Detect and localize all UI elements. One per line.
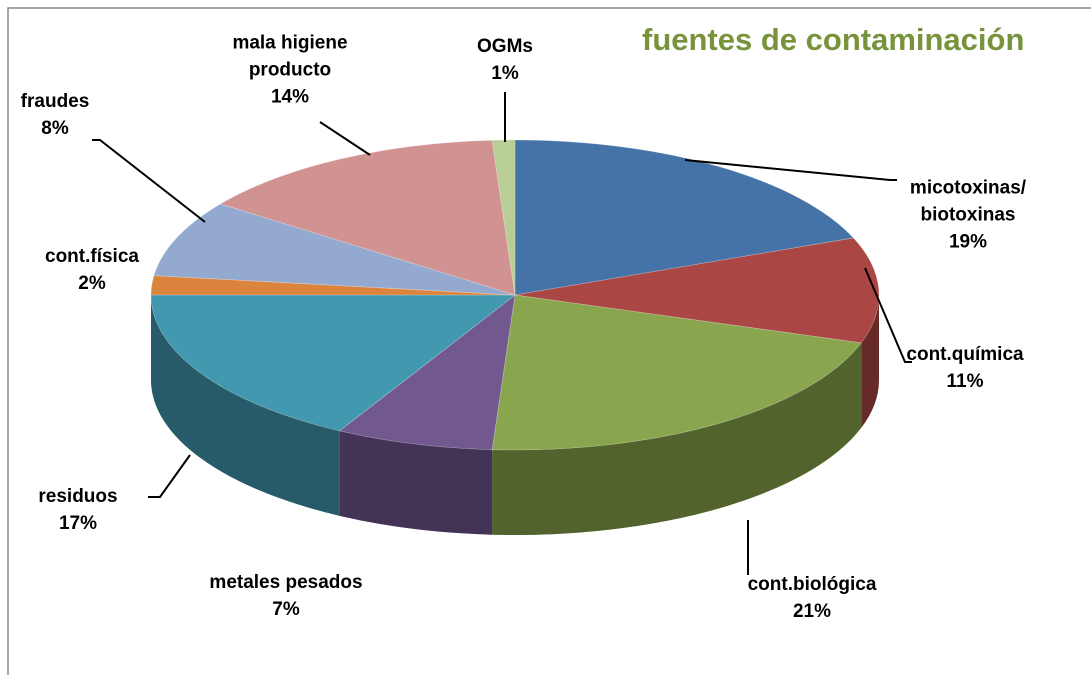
label-value: 1% <box>491 63 519 84</box>
label-name: metales pesados <box>209 572 363 593</box>
leader-lines <box>92 92 912 575</box>
leader-line <box>148 454 191 498</box>
label-name: cont.física <box>45 246 139 267</box>
slice-side-shade <box>151 295 340 516</box>
label-name: cont.biológica <box>747 574 877 595</box>
data-label: cont.química 11% <box>890 341 1040 395</box>
slice-side <box>861 295 879 428</box>
slice <box>491 294 862 451</box>
label-name: cont.química <box>906 344 1024 365</box>
pie-sides <box>151 295 879 535</box>
data-label: cont.física 2% <box>27 243 157 297</box>
slice <box>150 294 517 432</box>
slice <box>514 237 880 344</box>
label-name: residuos <box>38 486 118 507</box>
label-value: 8% <box>41 118 69 139</box>
leader-line <box>92 139 206 223</box>
data-label: cont.biológica 21% <box>717 571 907 625</box>
slice <box>219 139 516 296</box>
label-name: micotoxinas/ biotoxinas <box>909 177 1027 226</box>
label-value: 2% <box>78 273 106 294</box>
label-value: 21% <box>792 601 832 622</box>
slice-side <box>151 295 340 516</box>
slice-side <box>492 342 862 535</box>
label-name: mala higiene producto <box>232 32 348 81</box>
label-name: fraudes <box>20 91 90 112</box>
slice-side-shade <box>861 295 879 428</box>
label-value: 17% <box>58 513 98 534</box>
label-value: 19% <box>948 231 988 253</box>
leader-line <box>319 121 371 156</box>
data-label: OGMs 1% <box>460 33 550 87</box>
label-value: 7% <box>272 599 300 620</box>
slice <box>338 294 516 451</box>
leader-line <box>684 159 897 181</box>
leader-line <box>864 267 912 363</box>
data-label: residuos 17% <box>18 483 138 537</box>
data-label: metales pesados 7% <box>176 569 396 623</box>
data-label: mala higiene producto 14% <box>210 30 370 111</box>
data-label: fraudes 8% <box>5 88 105 142</box>
pie-tops <box>150 139 880 451</box>
label-value: 14% <box>270 86 310 108</box>
slice-side-shade <box>339 430 493 535</box>
slice-side <box>339 430 493 535</box>
slice <box>514 139 855 296</box>
slice-side-shade <box>492 342 862 535</box>
slice <box>150 275 516 296</box>
chart-border <box>7 7 1091 675</box>
label-value: 11% <box>946 371 984 392</box>
chart-title: fuentes de contaminación <box>642 22 1025 57</box>
label-name: OGMs <box>477 36 533 57</box>
data-label: micotoxinas/ biotoxinas 19% <box>893 175 1043 256</box>
slice <box>491 139 516 296</box>
slice <box>153 203 516 296</box>
